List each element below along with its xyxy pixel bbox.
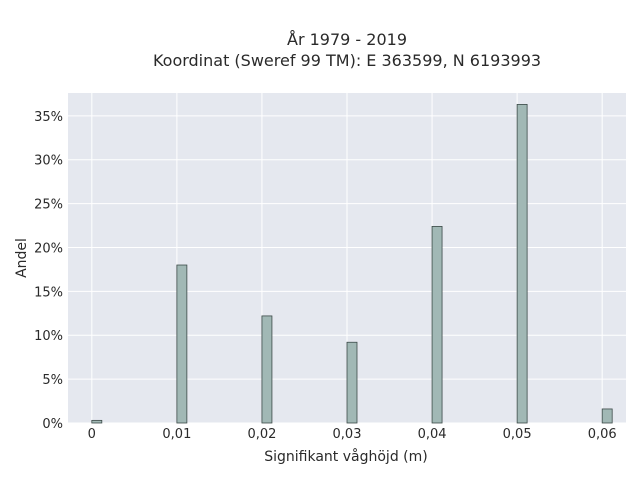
y-tick-label: 10% <box>34 329 63 344</box>
y-tick-label: 35% <box>34 110 63 125</box>
y-tick-label: 5% <box>42 373 63 388</box>
histogram-bar <box>601 408 613 424</box>
x-tick-label: 0,03 <box>333 427 362 442</box>
x-tick-label: 0,06 <box>588 427 617 442</box>
histogram-bar <box>91 419 103 424</box>
x-tick-labels: 0 0,01 0,02 0,03 0,04 0,05 0,06 <box>88 427 617 442</box>
histogram-bar <box>261 315 273 424</box>
histogram-bar <box>176 264 188 424</box>
histogram-bar <box>516 104 528 424</box>
y-tick-label: 30% <box>34 154 63 169</box>
x-tick-label: 0,04 <box>418 427 447 442</box>
x-tick-label: 0,05 <box>503 427 532 442</box>
y-tick-label: 25% <box>34 198 63 213</box>
histogram-bar <box>346 341 358 424</box>
y-tick-labels: 0% 5% 10% 15% 20% 25% 30% 35% <box>34 110 63 432</box>
x-tick-label: 0,02 <box>247 427 276 442</box>
y-tick-label: 0% <box>42 417 63 432</box>
x-axis-title: Signifikant våghöjd (m) <box>264 448 427 465</box>
x-tick-label: 0 <box>88 427 96 442</box>
x-tick-label: 0,01 <box>162 427 191 442</box>
bars <box>91 104 613 424</box>
histogram-bar <box>431 226 443 424</box>
y-axis-title: Andel <box>14 238 30 278</box>
grid-lines <box>68 93 626 424</box>
chart-title-line2: Koordinat (Sweref 99 TM): E 363599, N 61… <box>153 51 541 70</box>
chart-title-line1: År 1979 - 2019 <box>287 30 407 49</box>
y-tick-label: 15% <box>34 285 63 300</box>
y-tick-label: 20% <box>34 241 63 256</box>
